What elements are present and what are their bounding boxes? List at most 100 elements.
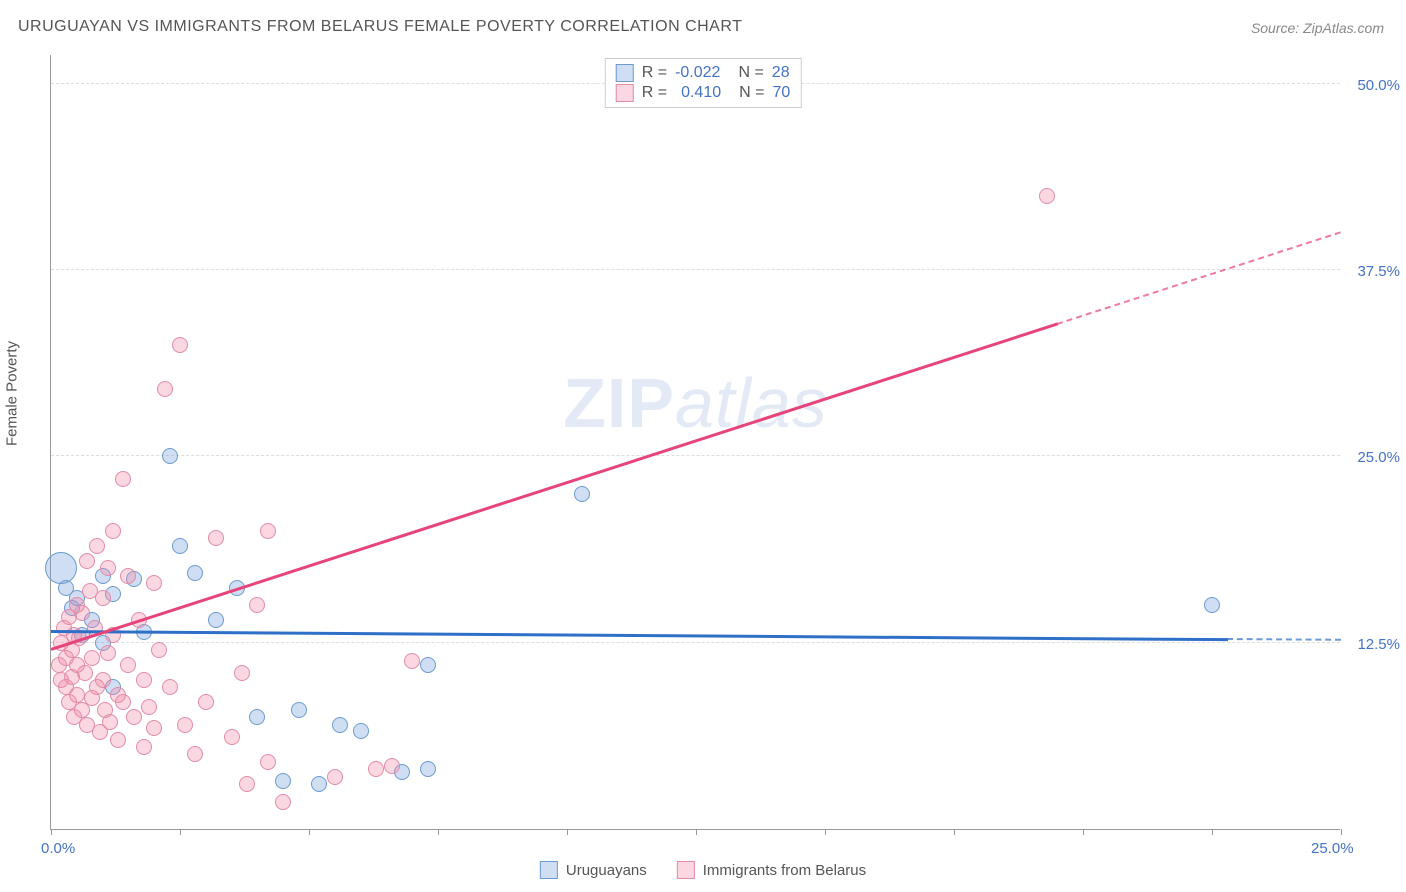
y-tick-label: 37.5% <box>1357 263 1400 280</box>
chart-title: URUGUAYAN VS IMMIGRANTS FROM BELARUS FEM… <box>18 18 742 36</box>
x-tick-label: 0.0% <box>41 840 75 857</box>
n-label: N = <box>738 64 763 82</box>
legend-item-uruguayans: Uruguayans <box>540 861 647 879</box>
data-point <box>249 709 265 725</box>
x-tick <box>954 829 955 835</box>
x-tick <box>51 829 52 835</box>
n-value-belarus: 70 <box>772 84 790 102</box>
data-point <box>384 758 400 774</box>
data-point <box>260 523 276 539</box>
n-value-uruguayans: 28 <box>772 64 790 82</box>
data-point <box>353 723 369 739</box>
data-point <box>126 709 142 725</box>
data-point <box>146 720 162 736</box>
y-tick-label: 25.0% <box>1357 449 1400 466</box>
bottom-legend: Uruguayans Immigrants from Belarus <box>540 861 866 879</box>
legend-label-uruguayans: Uruguayans <box>566 862 647 879</box>
data-point <box>275 794 291 810</box>
data-point <box>89 538 105 554</box>
swatch-uruguayans <box>616 64 634 82</box>
y-axis-title: Female Poverty <box>4 341 21 446</box>
data-point <box>110 732 126 748</box>
grid-line <box>51 269 1340 270</box>
data-point <box>368 761 384 777</box>
watermark: ZIPatlas <box>563 363 828 443</box>
x-tick <box>438 829 439 835</box>
x-tick-label: 25.0% <box>1311 840 1354 857</box>
stats-legend: R = -0.022 N = 28 R = 0.410 N = 70 <box>605 58 802 108</box>
data-point <box>208 530 224 546</box>
data-point <box>224 729 240 745</box>
swatch-belarus <box>677 861 695 879</box>
trend-line <box>51 630 1227 641</box>
data-point <box>291 702 307 718</box>
data-point <box>95 672 111 688</box>
data-point <box>1204 597 1220 613</box>
data-point <box>332 717 348 733</box>
r-label: R = <box>642 84 667 102</box>
data-point <box>79 553 95 569</box>
plot-area: ZIPatlas 12.5%25.0%37.5%50.0%0.0%25.0% <box>50 55 1340 830</box>
data-point <box>187 746 203 762</box>
data-point <box>404 653 420 669</box>
x-tick <box>1212 829 1213 835</box>
trend-line <box>1057 231 1341 325</box>
stats-row-uruguayans: R = -0.022 N = 28 <box>616 63 791 83</box>
r-label: R = <box>642 64 667 82</box>
data-point <box>120 657 136 673</box>
data-point <box>136 672 152 688</box>
data-point <box>100 560 116 576</box>
legend-item-belarus: Immigrants from Belarus <box>677 861 866 879</box>
grid-line <box>51 642 1340 643</box>
data-point <box>239 776 255 792</box>
data-point <box>208 612 224 628</box>
data-point <box>198 694 214 710</box>
stats-row-belarus: R = 0.410 N = 70 <box>616 83 791 103</box>
data-point <box>420 761 436 777</box>
swatch-belarus <box>616 84 634 102</box>
data-point <box>136 739 152 755</box>
x-tick <box>567 829 568 835</box>
data-point <box>234 665 250 681</box>
data-point <box>187 565 203 581</box>
data-point <box>146 575 162 591</box>
legend-label-belarus: Immigrants from Belarus <box>703 862 866 879</box>
data-point <box>95 590 111 606</box>
data-point <box>172 337 188 353</box>
data-point <box>115 694 131 710</box>
data-point <box>162 448 178 464</box>
trend-line <box>51 322 1058 650</box>
y-tick-label: 12.5% <box>1357 636 1400 653</box>
data-point <box>45 552 77 584</box>
data-point <box>120 568 136 584</box>
swatch-uruguayans <box>540 861 558 879</box>
data-point <box>100 645 116 661</box>
data-point <box>74 605 90 621</box>
data-point <box>177 717 193 733</box>
n-label: N = <box>739 84 764 102</box>
data-point <box>172 538 188 554</box>
data-point <box>84 650 100 666</box>
r-value-belarus: 0.410 <box>681 84 721 102</box>
r-value-uruguayans: -0.022 <box>675 64 720 82</box>
data-point <box>1039 188 1055 204</box>
x-tick <box>180 829 181 835</box>
data-point <box>77 665 93 681</box>
x-tick <box>1083 829 1084 835</box>
data-point <box>151 642 167 658</box>
chart-container: URUGUAYAN VS IMMIGRANTS FROM BELARUS FEM… <box>0 0 1406 892</box>
x-tick <box>825 829 826 835</box>
data-point <box>141 699 157 715</box>
data-point <box>105 523 121 539</box>
data-point <box>102 714 118 730</box>
x-tick <box>309 829 310 835</box>
data-point <box>249 597 265 613</box>
data-point <box>162 679 178 695</box>
data-point <box>574 486 590 502</box>
data-point <box>115 471 131 487</box>
data-point <box>69 687 85 703</box>
grid-line <box>51 455 1340 456</box>
data-point <box>327 769 343 785</box>
y-tick-label: 50.0% <box>1357 77 1400 94</box>
data-point <box>420 657 436 673</box>
